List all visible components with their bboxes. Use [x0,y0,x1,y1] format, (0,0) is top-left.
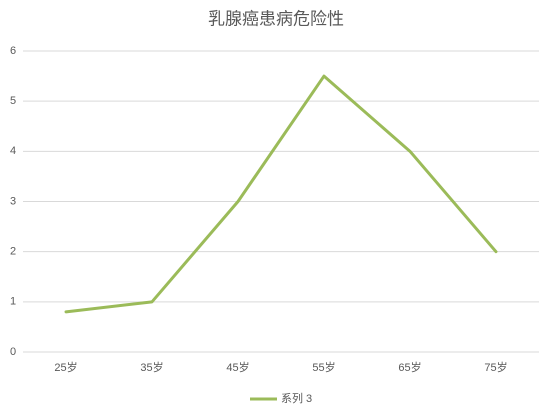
y-tick-label: 6 [10,45,16,57]
chart-title: 乳腺癌患病危险性 [208,9,344,28]
x-tick-label: 45岁 [226,360,249,374]
y-tick-label: 3 [10,195,16,207]
y-tick-label: 5 [10,95,16,107]
x-tick-label: 65岁 [398,360,421,374]
legend-label: 系列 3 [281,391,312,405]
x-tick-label: 35岁 [140,360,163,374]
y-tick-label: 1 [10,296,16,308]
y-tick-label: 2 [10,246,16,258]
x-tick-label: 55岁 [312,360,335,374]
x-tick-label: 75岁 [484,360,507,374]
series-line [64,74,498,314]
y-tick-label: 4 [10,145,16,157]
y-tick-label: 0 [10,346,16,358]
x-tick-label: 25岁 [54,360,77,374]
